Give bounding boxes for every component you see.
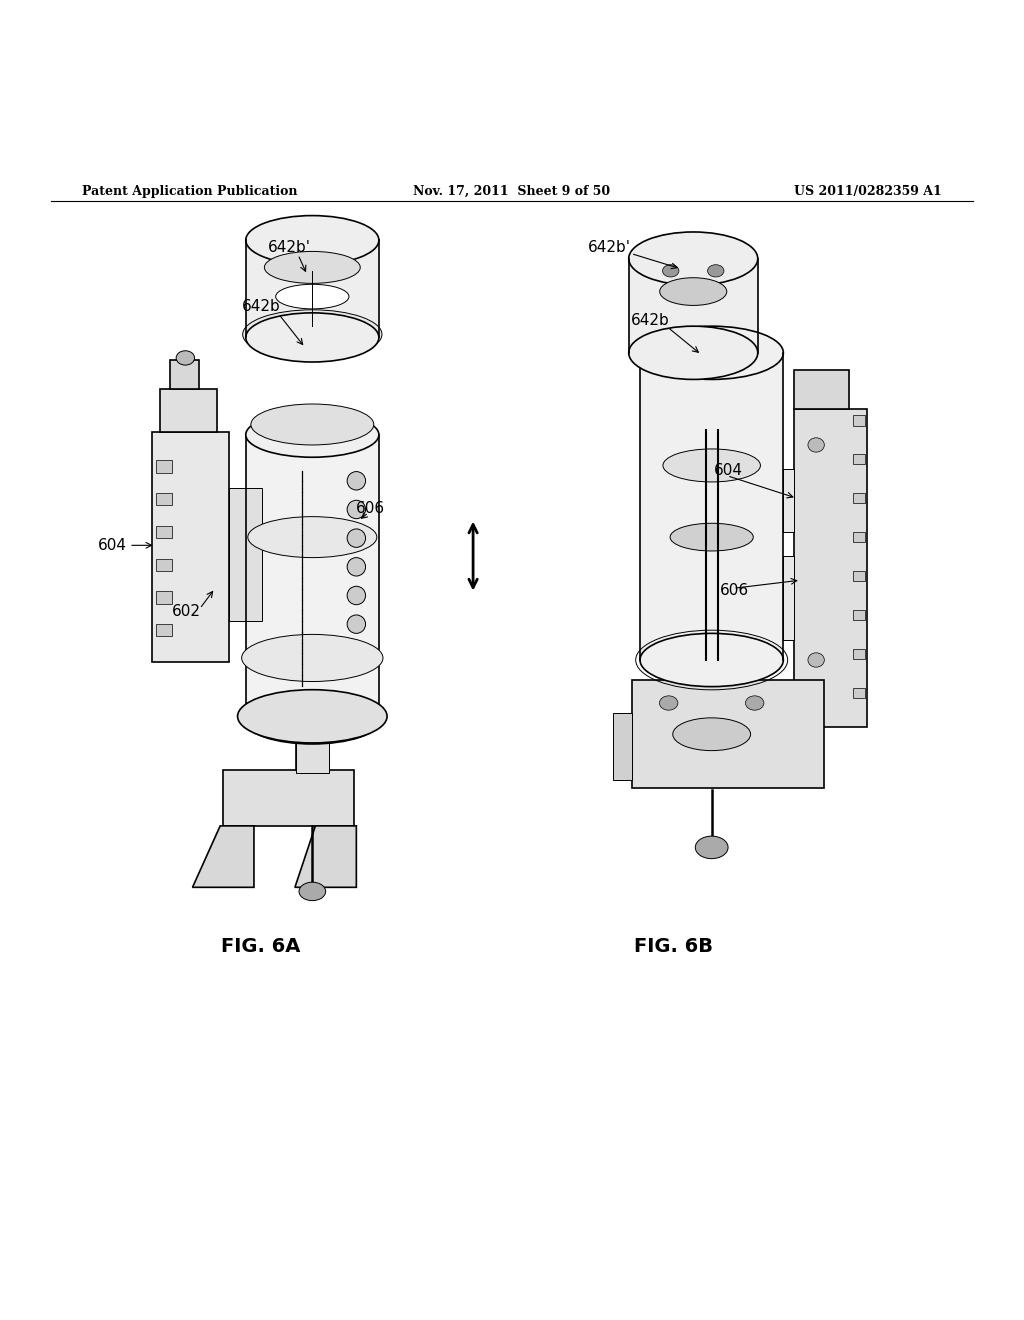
Bar [156,624,172,636]
Text: FIG. 6A: FIG. 6A [221,937,301,956]
Bar [853,572,865,581]
Text: 604: 604 [714,463,742,478]
Bar [853,454,865,465]
Ellipse shape [659,696,678,710]
Ellipse shape [629,232,758,285]
Ellipse shape [347,557,366,576]
Ellipse shape [808,653,824,667]
Bar [853,416,865,425]
Text: 642b': 642b' [268,240,311,255]
Text: Patent Application Publication: Patent Application Publication [82,185,297,198]
Text: 606: 606 [356,502,385,516]
Bar [156,525,172,539]
Bar [229,488,262,622]
Ellipse shape [264,251,360,284]
Ellipse shape [299,882,326,900]
Bar [160,388,217,432]
Bar [853,688,865,698]
Text: 642b: 642b [631,313,670,327]
Ellipse shape [238,689,387,743]
Bar [156,461,172,473]
Ellipse shape [695,836,728,858]
Ellipse shape [659,277,727,305]
Bar [853,610,865,620]
Bar [632,681,824,788]
Ellipse shape [640,326,783,379]
Text: 642b': 642b' [588,240,631,255]
Bar [853,648,865,659]
Ellipse shape [246,698,379,744]
Bar [156,494,172,506]
Ellipse shape [243,310,382,359]
Ellipse shape [745,696,764,710]
Ellipse shape [242,635,383,681]
Text: FIG. 6B: FIG. 6B [634,937,714,956]
Ellipse shape [246,412,379,457]
Bar [296,719,329,772]
Bar [246,434,379,722]
Bar [794,409,867,726]
Bar [246,240,379,338]
Bar [613,713,632,780]
Polygon shape [193,826,254,887]
Ellipse shape [808,438,824,453]
Ellipse shape [347,586,366,605]
Bar [156,591,172,603]
Bar [152,432,229,663]
Text: 642b: 642b [242,300,281,314]
Bar [223,770,354,826]
Bar [640,352,783,660]
Bar [629,259,758,352]
Bar [156,558,172,572]
Ellipse shape [246,215,379,265]
Text: US 2011/0282359 A1: US 2011/0282359 A1 [795,185,942,198]
Ellipse shape [347,500,366,519]
Text: 602: 602 [172,605,201,619]
Bar [794,370,849,409]
Ellipse shape [251,404,374,445]
Text: Nov. 17, 2011  Sheet 9 of 50: Nov. 17, 2011 Sheet 9 of 50 [414,185,610,198]
Ellipse shape [673,718,751,751]
Text: 604: 604 [98,537,127,553]
Bar [783,469,794,532]
Ellipse shape [347,471,366,490]
Ellipse shape [708,265,724,277]
Bar [853,494,865,503]
Ellipse shape [663,265,679,277]
Ellipse shape [347,615,366,634]
Ellipse shape [629,326,758,379]
Bar [170,360,199,388]
Ellipse shape [176,351,195,366]
Text: 606: 606 [720,583,749,598]
Ellipse shape [246,313,379,362]
Ellipse shape [248,516,377,557]
Bar [853,532,865,543]
Polygon shape [295,826,356,887]
Ellipse shape [670,523,754,550]
Ellipse shape [640,634,783,686]
Ellipse shape [347,529,366,548]
Ellipse shape [663,449,761,482]
Ellipse shape [275,284,349,309]
Bar [783,556,794,639]
